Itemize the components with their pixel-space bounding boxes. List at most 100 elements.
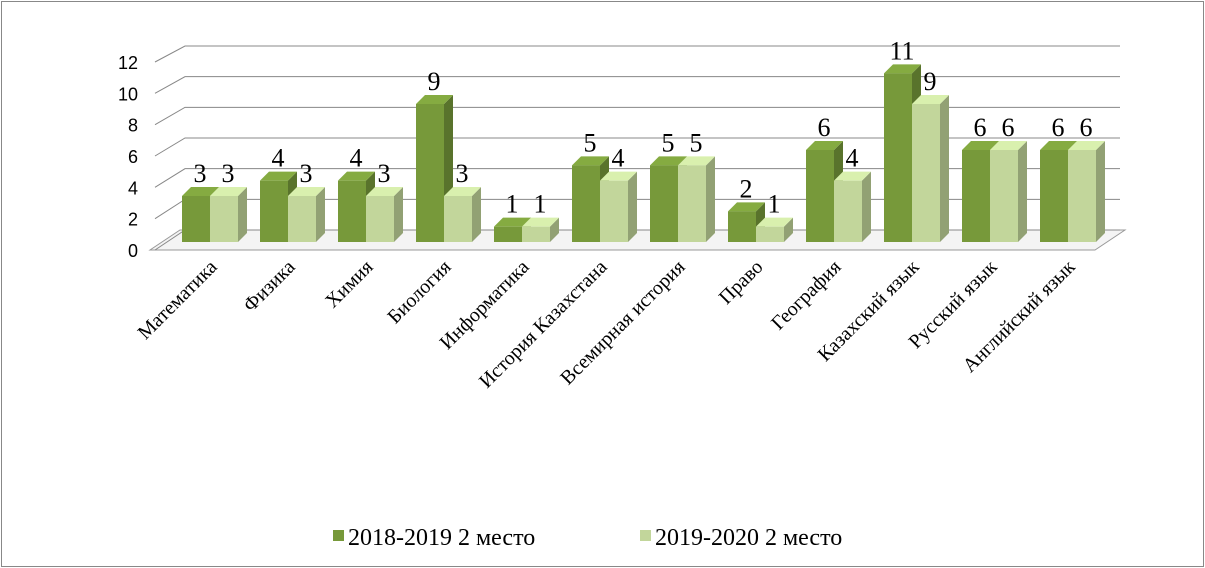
value-label: 6 bbox=[1052, 113, 1065, 142]
bar-top bbox=[572, 156, 609, 166]
bar-front bbox=[806, 150, 834, 242]
value-label: 3 bbox=[378, 159, 391, 188]
bar-front bbox=[572, 165, 600, 242]
bar bbox=[366, 187, 403, 242]
value-label: 9 bbox=[924, 67, 937, 96]
value-label: 9 bbox=[428, 67, 441, 96]
value-label: 6 bbox=[1002, 113, 1015, 142]
value-label: 3 bbox=[456, 159, 469, 188]
bar-top bbox=[912, 95, 949, 104]
value-label: 4 bbox=[350, 144, 363, 173]
bar-front bbox=[912, 104, 940, 242]
bar bbox=[1068, 141, 1105, 242]
y-tick-label: 10 bbox=[118, 84, 138, 104]
value-label: 3 bbox=[300, 159, 313, 188]
bar-side bbox=[394, 187, 403, 242]
bar-top bbox=[260, 171, 297, 181]
bar-front bbox=[728, 211, 756, 242]
grid-line bbox=[154, 106, 1120, 126]
bar-front bbox=[494, 226, 522, 242]
bar-front bbox=[884, 73, 912, 242]
bar-top bbox=[650, 156, 687, 166]
grid-line bbox=[154, 45, 1120, 63]
y-tick-label: 8 bbox=[128, 116, 138, 136]
value-label: 4 bbox=[846, 144, 859, 173]
grid-line bbox=[154, 137, 1120, 157]
bar bbox=[522, 217, 559, 242]
bar bbox=[288, 187, 325, 242]
value-label: 6 bbox=[1080, 113, 1093, 142]
bar-front bbox=[366, 196, 394, 242]
y-tick-label: 2 bbox=[128, 210, 138, 230]
bar-top bbox=[522, 217, 559, 227]
value-label: 6 bbox=[974, 113, 987, 142]
y-tick-label: 4 bbox=[128, 178, 138, 198]
bar-top bbox=[806, 141, 843, 150]
bar-front bbox=[210, 196, 238, 242]
bar-top bbox=[288, 187, 325, 196]
bar bbox=[728, 202, 765, 242]
bar bbox=[834, 171, 871, 242]
legend-label: 2019-2020 2 место bbox=[655, 525, 842, 551]
bar-side bbox=[238, 187, 247, 242]
bar-front bbox=[1068, 150, 1096, 242]
bar-side bbox=[628, 171, 637, 242]
bar bbox=[756, 217, 793, 242]
bar-top bbox=[338, 171, 375, 181]
bar-top bbox=[884, 64, 921, 74]
bar bbox=[444, 187, 481, 242]
value-label: 1 bbox=[768, 190, 781, 219]
bar-side bbox=[472, 187, 481, 242]
value-label: 4 bbox=[272, 144, 285, 173]
bar-side bbox=[940, 95, 949, 242]
bar-front bbox=[834, 180, 862, 242]
bar-top bbox=[210, 187, 247, 196]
legend-label: 2018-2019 2 место bbox=[348, 525, 535, 551]
bar-front bbox=[288, 196, 316, 242]
bar-side bbox=[706, 156, 715, 242]
legend-swatch bbox=[333, 530, 344, 541]
value-label: 3 bbox=[222, 159, 235, 188]
bar-side bbox=[550, 217, 559, 242]
bar bbox=[600, 171, 637, 242]
bar-top bbox=[1068, 141, 1105, 150]
bar-front bbox=[522, 226, 550, 242]
bar-front bbox=[962, 150, 990, 242]
bar-top bbox=[990, 141, 1027, 150]
bar-top bbox=[600, 171, 637, 181]
grid-line bbox=[154, 76, 1120, 94]
bar-front bbox=[600, 180, 628, 242]
bar-front bbox=[650, 165, 678, 242]
bar-side bbox=[784, 217, 793, 242]
value-label: 5 bbox=[662, 128, 675, 157]
y-tick-label: 12 bbox=[118, 53, 138, 73]
bar-side bbox=[1096, 141, 1105, 242]
bar bbox=[1040, 141, 1077, 242]
value-label: 5 bbox=[690, 128, 703, 157]
bar-side bbox=[316, 187, 325, 242]
value-label: 1 bbox=[534, 190, 547, 219]
bar-top bbox=[444, 187, 481, 196]
value-label: 6 bbox=[818, 113, 831, 142]
value-label: 3 bbox=[194, 159, 207, 188]
bar-front bbox=[678, 165, 706, 242]
bar-front bbox=[756, 226, 784, 242]
value-label: 5 bbox=[584, 128, 597, 157]
bar-top bbox=[494, 217, 531, 227]
legend-swatch bbox=[640, 530, 651, 541]
bar-front bbox=[338, 180, 366, 242]
bar-top bbox=[366, 187, 403, 196]
bar-top bbox=[1040, 141, 1077, 150]
value-label: 4 bbox=[612, 144, 625, 173]
bar-top bbox=[962, 141, 999, 150]
y-tick-label: 6 bbox=[128, 147, 138, 167]
value-label: 1 bbox=[506, 190, 519, 219]
bar-side bbox=[862, 171, 871, 242]
value-label: 2 bbox=[740, 174, 753, 203]
bar bbox=[912, 95, 949, 242]
bar-front bbox=[444, 196, 472, 242]
bar-front bbox=[416, 104, 444, 242]
y-tick-label: 0 bbox=[128, 241, 138, 261]
value-label: 11 bbox=[889, 36, 914, 65]
